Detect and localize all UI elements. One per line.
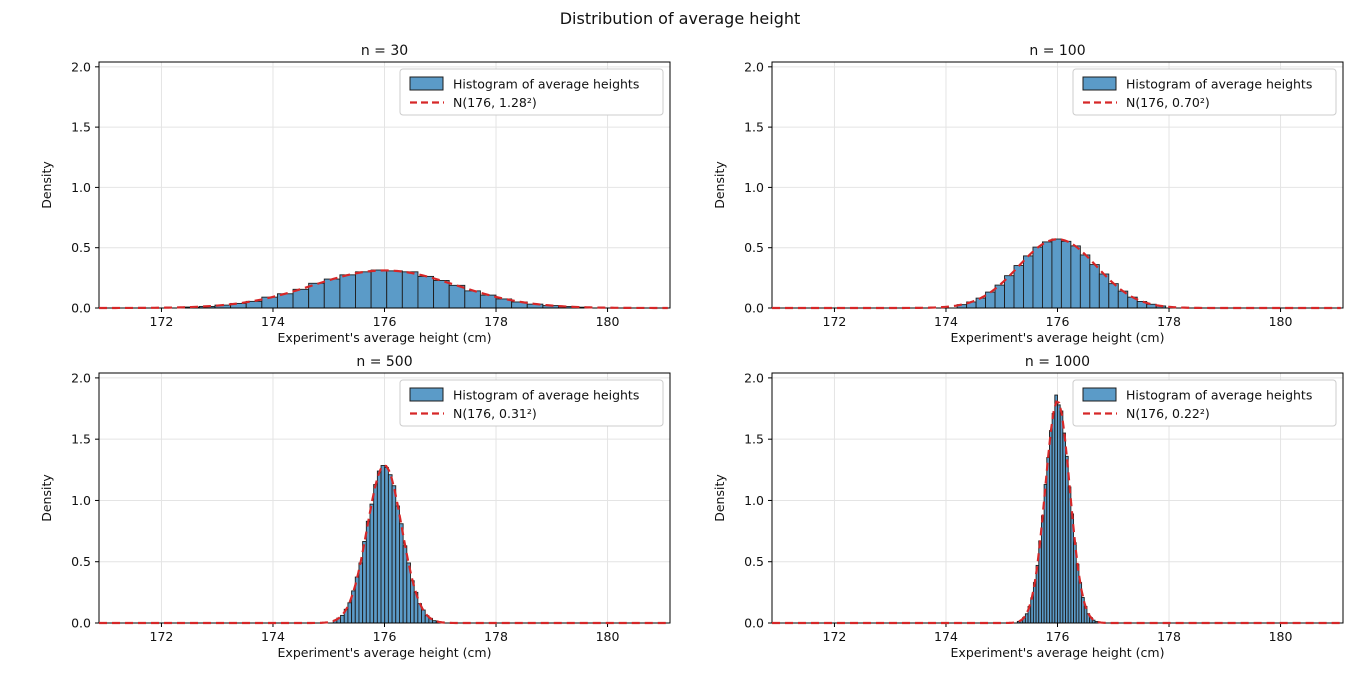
y-tick-label: 1.0: [71, 180, 91, 195]
x-tick-label: 178: [1157, 629, 1181, 644]
x-axis-label: Experiment's average height (cm): [278, 645, 492, 660]
x-axis-label: Experiment's average height (cm): [951, 330, 1165, 345]
legend-curve-label: N(176, 0.31²): [453, 406, 537, 421]
y-tick-label: 1.0: [71, 493, 91, 508]
x-tick-label: 176: [1046, 314, 1070, 329]
x-tick-label: 172: [823, 629, 847, 644]
legend-curve-label: N(176, 1.28²): [453, 95, 537, 110]
axis-ticks: 172 174 176 178 180 0.0 0.5 1.0 1.5 2.0: [744, 59, 1292, 329]
subplot-n=500: 172 174 176 178 180 0.0 0.5 1.0 1.5 2.0 n = 500 Exp…: [39, 354, 671, 660]
normal-curve: [772, 400, 1341, 625]
x-tick-label: 174: [261, 629, 285, 644]
x-tick-label: 172: [823, 314, 847, 329]
x-tick-label: 176: [1046, 629, 1070, 644]
y-tick-label: 0.0: [71, 616, 91, 631]
subplot-title: n = 500: [356, 354, 412, 370]
axis-ticks: 172 174 176 178 180 0.0 0.5 1.0 1.5 2.0: [71, 370, 619, 644]
y-tick-label: 0.0: [744, 301, 764, 316]
x-tick-label: 176: [373, 629, 397, 644]
x-tick-label: 174: [261, 314, 285, 329]
axis-ticks: 172 174 176 178 180 0.0 0.5 1.0 1.5 2.0: [71, 59, 619, 329]
y-tick-label: 0.5: [744, 554, 764, 569]
x-tick-label: 172: [150, 314, 174, 329]
x-axis-label: Experiment's average height (cm): [278, 330, 492, 345]
y-tick-label: 0.0: [71, 301, 91, 316]
legend-hist-label: Histogram of average heights: [1126, 388, 1312, 403]
y-axis-label: Density: [712, 474, 727, 522]
normal-curve: [772, 238, 1341, 310]
subplot-n=30: 172 174 176 178 180 0.0 0.5 1.0 1.5 2.0 n = 30 Expe…: [39, 43, 671, 345]
legend-hist-swatch: [1082, 76, 1117, 91]
subplot-title: n = 100: [1029, 43, 1085, 59]
x-tick-label: 174: [934, 629, 958, 644]
y-tick-label: 1.5: [71, 432, 91, 447]
subplot-n=1000: 172 174 176 178 180 0.0 0.5 1.0 1.5 2.0 n = 1000 Ex…: [712, 354, 1344, 660]
legend: Histogram of average heights N(176, 0.70²…: [1072, 68, 1337, 116]
x-tick-label: 178: [484, 314, 508, 329]
x-tick-label: 180: [596, 629, 620, 644]
y-tick-label: 2.0: [71, 370, 91, 385]
x-axis-label: Experiment's average height (cm): [951, 645, 1165, 660]
legend: Histogram of average heights N(176, 0.22²…: [1072, 379, 1337, 427]
y-tick-label: 1.5: [71, 120, 91, 135]
x-tick-label: 178: [484, 629, 508, 644]
y-tick-label: 1.5: [744, 120, 764, 135]
y-tick-label: 0.5: [71, 554, 91, 569]
legend-hist-label: Histogram of average heights: [453, 388, 639, 403]
y-tick-label: 2.0: [744, 370, 764, 385]
legend-curve-label: N(176, 0.22²): [1126, 406, 1210, 421]
legend-hist-label: Histogram of average heights: [1126, 77, 1312, 92]
y-tick-label: 0.5: [71, 240, 91, 255]
legend: Histogram of average heights N(176, 0.31²…: [399, 379, 664, 427]
normal-curve: [99, 464, 668, 625]
y-tick-label: 1.0: [744, 180, 764, 195]
legend-hist-label: Histogram of average heights: [453, 77, 639, 92]
x-tick-label: 172: [150, 629, 174, 644]
x-tick-label: 174: [934, 314, 958, 329]
y-tick-label: 2.0: [744, 59, 764, 74]
legend-hist-swatch: [409, 387, 444, 402]
y-tick-label: 0.5: [744, 240, 764, 255]
legend-hist-swatch: [409, 76, 444, 91]
y-tick-label: 2.0: [71, 59, 91, 74]
y-tick-label: 1.0: [744, 493, 764, 508]
normal-curve: [99, 269, 668, 310]
x-tick-label: 178: [1157, 314, 1181, 329]
legend: Histogram of average heights N(176, 1.28²…: [399, 68, 664, 116]
y-tick-label: 1.5: [744, 432, 764, 447]
axis-ticks: 172 174 176 178 180 0.0 0.5 1.0 1.5 2.0: [744, 370, 1292, 644]
subplot-n=100: 172 174 176 178 180 0.0 0.5 1.0 1.5 2.0 n = 100 Exp…: [712, 43, 1344, 345]
subplot-title: n = 30: [361, 43, 408, 59]
y-axis-label: Density: [39, 161, 54, 209]
x-tick-label: 176: [373, 314, 397, 329]
x-tick-label: 180: [1269, 629, 1293, 644]
x-tick-label: 180: [1269, 314, 1293, 329]
histogram-bars: [332, 465, 441, 624]
y-axis-label: Density: [712, 161, 727, 209]
y-axis-label: Density: [39, 474, 54, 522]
subplot-title: n = 1000: [1025, 354, 1090, 370]
x-tick-label: 180: [596, 314, 620, 329]
y-tick-label: 0.0: [744, 616, 764, 631]
figure-title: Distribution of average height: [559, 9, 801, 28]
legend-hist-swatch: [1082, 387, 1117, 402]
legend-curve-label: N(176, 0.70²): [1126, 95, 1210, 110]
histogram-bars: [1016, 394, 1099, 624]
